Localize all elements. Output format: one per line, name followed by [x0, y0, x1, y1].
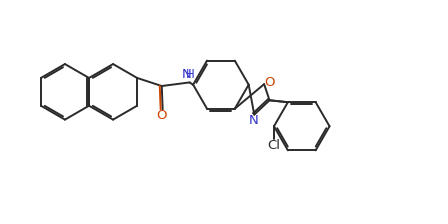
Text: N: N [182, 68, 192, 81]
Text: O: O [264, 76, 275, 89]
Text: Cl: Cl [267, 139, 280, 152]
Text: N: N [249, 114, 258, 127]
Text: H: H [185, 68, 194, 81]
Text: O: O [156, 109, 167, 122]
